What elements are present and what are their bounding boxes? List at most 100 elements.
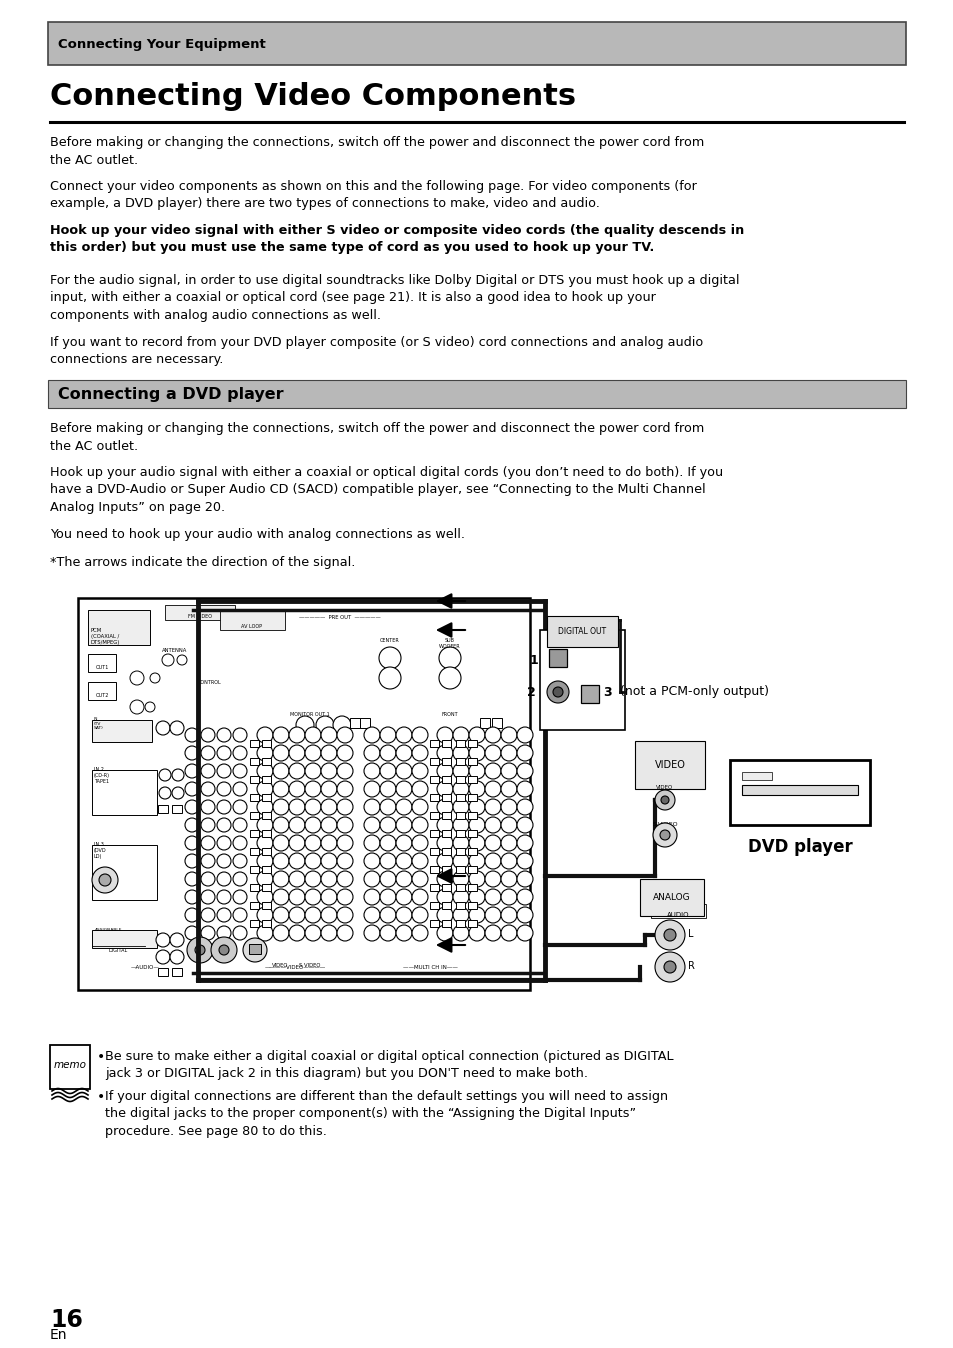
Circle shape — [364, 799, 379, 816]
Circle shape — [201, 782, 214, 797]
Circle shape — [659, 830, 669, 840]
Text: Connecting Your Equipment: Connecting Your Equipment — [58, 38, 266, 51]
Bar — [441, 884, 451, 891]
Bar — [468, 919, 476, 927]
Circle shape — [469, 745, 484, 762]
Circle shape — [336, 907, 353, 923]
Circle shape — [436, 925, 453, 941]
Circle shape — [305, 727, 320, 743]
Circle shape — [162, 654, 173, 666]
Circle shape — [289, 817, 305, 833]
Circle shape — [436, 907, 453, 923]
Text: ANALOG: ANALOG — [653, 892, 690, 902]
Text: FRONT: FRONT — [441, 712, 457, 717]
Bar — [456, 758, 464, 766]
Circle shape — [233, 836, 247, 851]
Circle shape — [469, 907, 484, 923]
Circle shape — [469, 799, 484, 816]
Circle shape — [256, 727, 273, 743]
Circle shape — [500, 871, 517, 887]
Bar — [262, 740, 271, 747]
Bar — [580, 685, 598, 704]
Circle shape — [436, 853, 453, 869]
Text: DIGITAL OUT: DIGITAL OUT — [558, 627, 606, 636]
Bar — [250, 776, 258, 783]
Bar — [441, 830, 451, 837]
Circle shape — [273, 799, 289, 816]
Circle shape — [517, 834, 533, 851]
Circle shape — [305, 888, 320, 905]
Circle shape — [484, 853, 500, 869]
Circle shape — [273, 727, 289, 743]
Circle shape — [320, 871, 336, 887]
Circle shape — [233, 799, 247, 814]
Bar — [456, 811, 464, 820]
Circle shape — [216, 890, 231, 905]
Circle shape — [336, 745, 353, 762]
Circle shape — [379, 763, 395, 779]
Circle shape — [500, 780, 517, 797]
Bar — [262, 902, 271, 909]
Bar — [548, 648, 566, 667]
Circle shape — [256, 834, 273, 851]
Bar — [88, 654, 116, 673]
Circle shape — [305, 799, 320, 816]
Circle shape — [500, 853, 517, 869]
Bar — [441, 776, 451, 783]
Circle shape — [273, 834, 289, 851]
Text: Before making or changing the connections, switch off the power and disconnect t: Before making or changing the connection… — [50, 422, 703, 453]
Text: CENTER: CENTER — [379, 638, 399, 643]
Circle shape — [517, 888, 533, 905]
Bar — [441, 865, 451, 874]
Bar — [430, 884, 438, 891]
Circle shape — [233, 764, 247, 778]
Circle shape — [289, 727, 305, 743]
Circle shape — [517, 780, 533, 797]
Circle shape — [453, 780, 469, 797]
Circle shape — [436, 763, 453, 779]
Bar — [441, 811, 451, 820]
Circle shape — [484, 817, 500, 833]
Circle shape — [379, 925, 395, 941]
Text: (not a PCM-only output): (not a PCM-only output) — [619, 686, 768, 698]
Circle shape — [289, 763, 305, 779]
Circle shape — [336, 871, 353, 887]
Circle shape — [305, 763, 320, 779]
Text: Hook up your audio signal with either a coaxial or optical digital cords (you do: Hook up your audio signal with either a … — [50, 466, 722, 514]
Circle shape — [379, 727, 395, 743]
Circle shape — [553, 687, 562, 697]
Bar — [91, 930, 157, 948]
Text: VIDEO: VIDEO — [654, 760, 684, 770]
Circle shape — [500, 907, 517, 923]
Circle shape — [412, 907, 428, 923]
Circle shape — [289, 745, 305, 762]
Circle shape — [378, 647, 400, 669]
Circle shape — [412, 745, 428, 762]
Bar — [158, 805, 168, 813]
Bar — [48, 380, 905, 408]
Circle shape — [364, 817, 379, 833]
Text: DVD player: DVD player — [747, 838, 851, 856]
Bar — [492, 718, 501, 728]
Circle shape — [289, 925, 305, 941]
Bar — [262, 884, 271, 891]
Bar — [430, 865, 438, 874]
Circle shape — [395, 871, 412, 887]
Bar — [250, 758, 258, 766]
Bar — [468, 848, 476, 855]
Bar — [430, 902, 438, 909]
Circle shape — [364, 871, 379, 887]
Circle shape — [655, 919, 684, 950]
Circle shape — [412, 925, 428, 941]
Bar — [468, 811, 476, 820]
Circle shape — [364, 925, 379, 941]
Circle shape — [336, 763, 353, 779]
Bar — [441, 919, 451, 927]
Circle shape — [412, 853, 428, 869]
Bar — [262, 919, 271, 927]
Circle shape — [500, 727, 517, 743]
Circle shape — [484, 727, 500, 743]
Circle shape — [336, 780, 353, 797]
Circle shape — [99, 874, 111, 886]
Bar — [250, 740, 258, 747]
